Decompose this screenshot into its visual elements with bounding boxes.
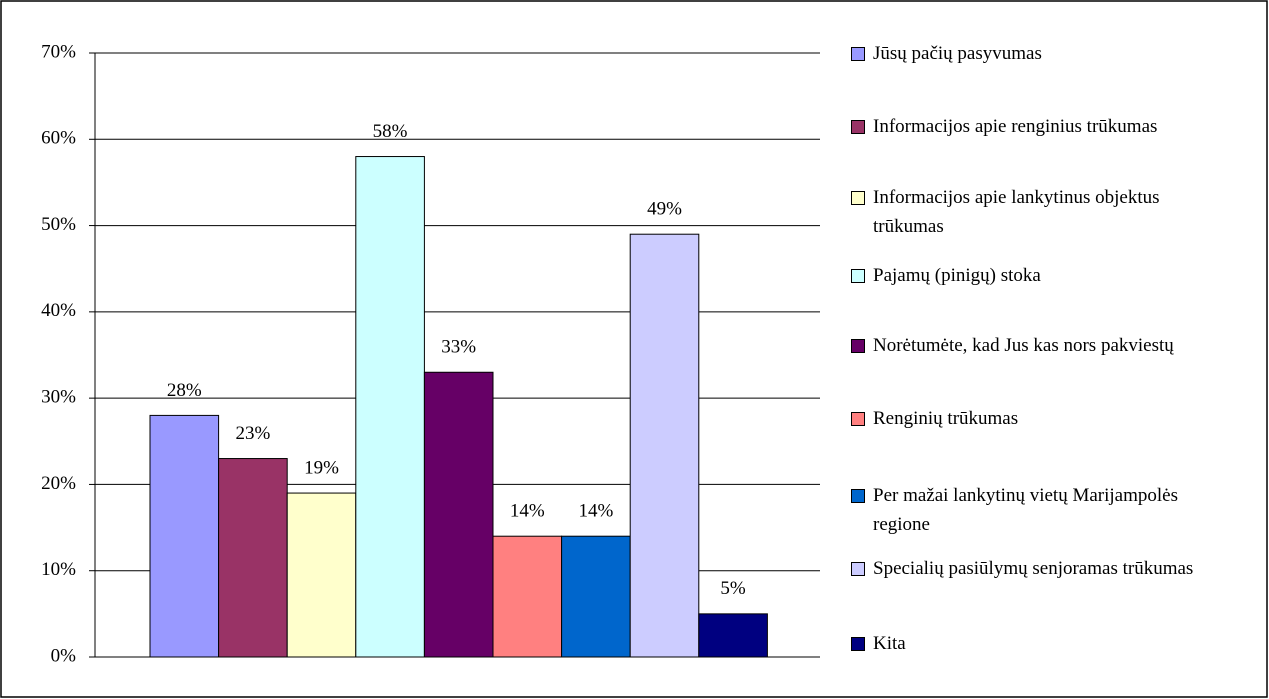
legend-label: Renginių trūkumas bbox=[873, 408, 1019, 429]
y-tick-label: 50% bbox=[41, 214, 76, 235]
bar bbox=[218, 458, 288, 658]
bar bbox=[423, 371, 494, 658]
data-label: 58% bbox=[373, 121, 408, 142]
legend-swatch bbox=[851, 412, 865, 426]
legend-swatch bbox=[851, 339, 865, 353]
legend-label: Pajamų (pinigų) stoka bbox=[873, 265, 1041, 286]
legend-swatch bbox=[851, 47, 865, 61]
legend-swatch bbox=[851, 269, 865, 283]
bar bbox=[629, 233, 700, 658]
y-tick-label: 30% bbox=[41, 387, 76, 408]
data-label: 14% bbox=[578, 501, 613, 522]
legend-entry: Specialių pasiūlymų senjoramas trūkumas bbox=[851, 554, 1233, 583]
legend-label: Norėtumėte, kad Jus kas nors pakviestų bbox=[873, 335, 1174, 356]
bar bbox=[492, 535, 563, 658]
legend-entry: Pajamų (pinigų) stoka bbox=[851, 261, 1269, 290]
legend-entry: Informacijos apie lankytinus objektus tr… bbox=[851, 183, 1193, 241]
legend-swatch bbox=[851, 191, 865, 205]
data-label: 49% bbox=[647, 199, 682, 220]
y-tick-label: 40% bbox=[41, 300, 76, 321]
legend-label: Kita bbox=[873, 633, 906, 654]
legend-label: Per mažai lankytinų vietų Marijampolės r… bbox=[873, 485, 1178, 535]
legend-label: Specialių pasiūlymų senjoramas trūkumas bbox=[873, 558, 1194, 579]
data-label: 14% bbox=[510, 501, 545, 522]
legend-entry: Informacijos apie renginius trūkumas bbox=[851, 112, 1269, 141]
y-tick-label: 10% bbox=[41, 559, 76, 580]
legend-swatch bbox=[851, 120, 865, 134]
bar bbox=[355, 156, 425, 658]
bar bbox=[286, 492, 357, 658]
legend-label: Jūsų pačių pasyvumas bbox=[873, 43, 1042, 64]
y-tick-label: 0% bbox=[51, 645, 77, 666]
y-tick-label: 20% bbox=[41, 473, 76, 494]
legend-swatch bbox=[851, 637, 865, 651]
legend-label: Informacijos apie renginius trūkumas bbox=[873, 116, 1158, 137]
y-tick-label: 60% bbox=[41, 128, 76, 149]
data-label: 33% bbox=[441, 337, 476, 358]
data-label: 28% bbox=[167, 380, 202, 401]
bar bbox=[698, 613, 768, 658]
legend-entry: Jūsų pačių pasyvumas bbox=[851, 39, 1269, 68]
legend-entry: Per mažai lankytinų vietų Marijampolės r… bbox=[851, 481, 1193, 539]
bar bbox=[149, 414, 220, 658]
data-label: 23% bbox=[235, 423, 270, 444]
bar bbox=[561, 535, 631, 658]
legend-entry: Renginių trūkumas bbox=[851, 404, 1269, 433]
data-label: 5% bbox=[720, 578, 746, 599]
legend-entry: Norėtumėte, kad Jus kas nors pakviestų bbox=[851, 331, 1193, 360]
data-label: 19% bbox=[304, 457, 339, 478]
legend-label: Informacijos apie lankytinus objektus tr… bbox=[873, 187, 1160, 237]
legend-entry: Kita bbox=[851, 629, 1269, 658]
y-tick-label: 70% bbox=[41, 41, 76, 62]
legend-swatch bbox=[851, 489, 865, 503]
legend-swatch bbox=[851, 562, 865, 576]
